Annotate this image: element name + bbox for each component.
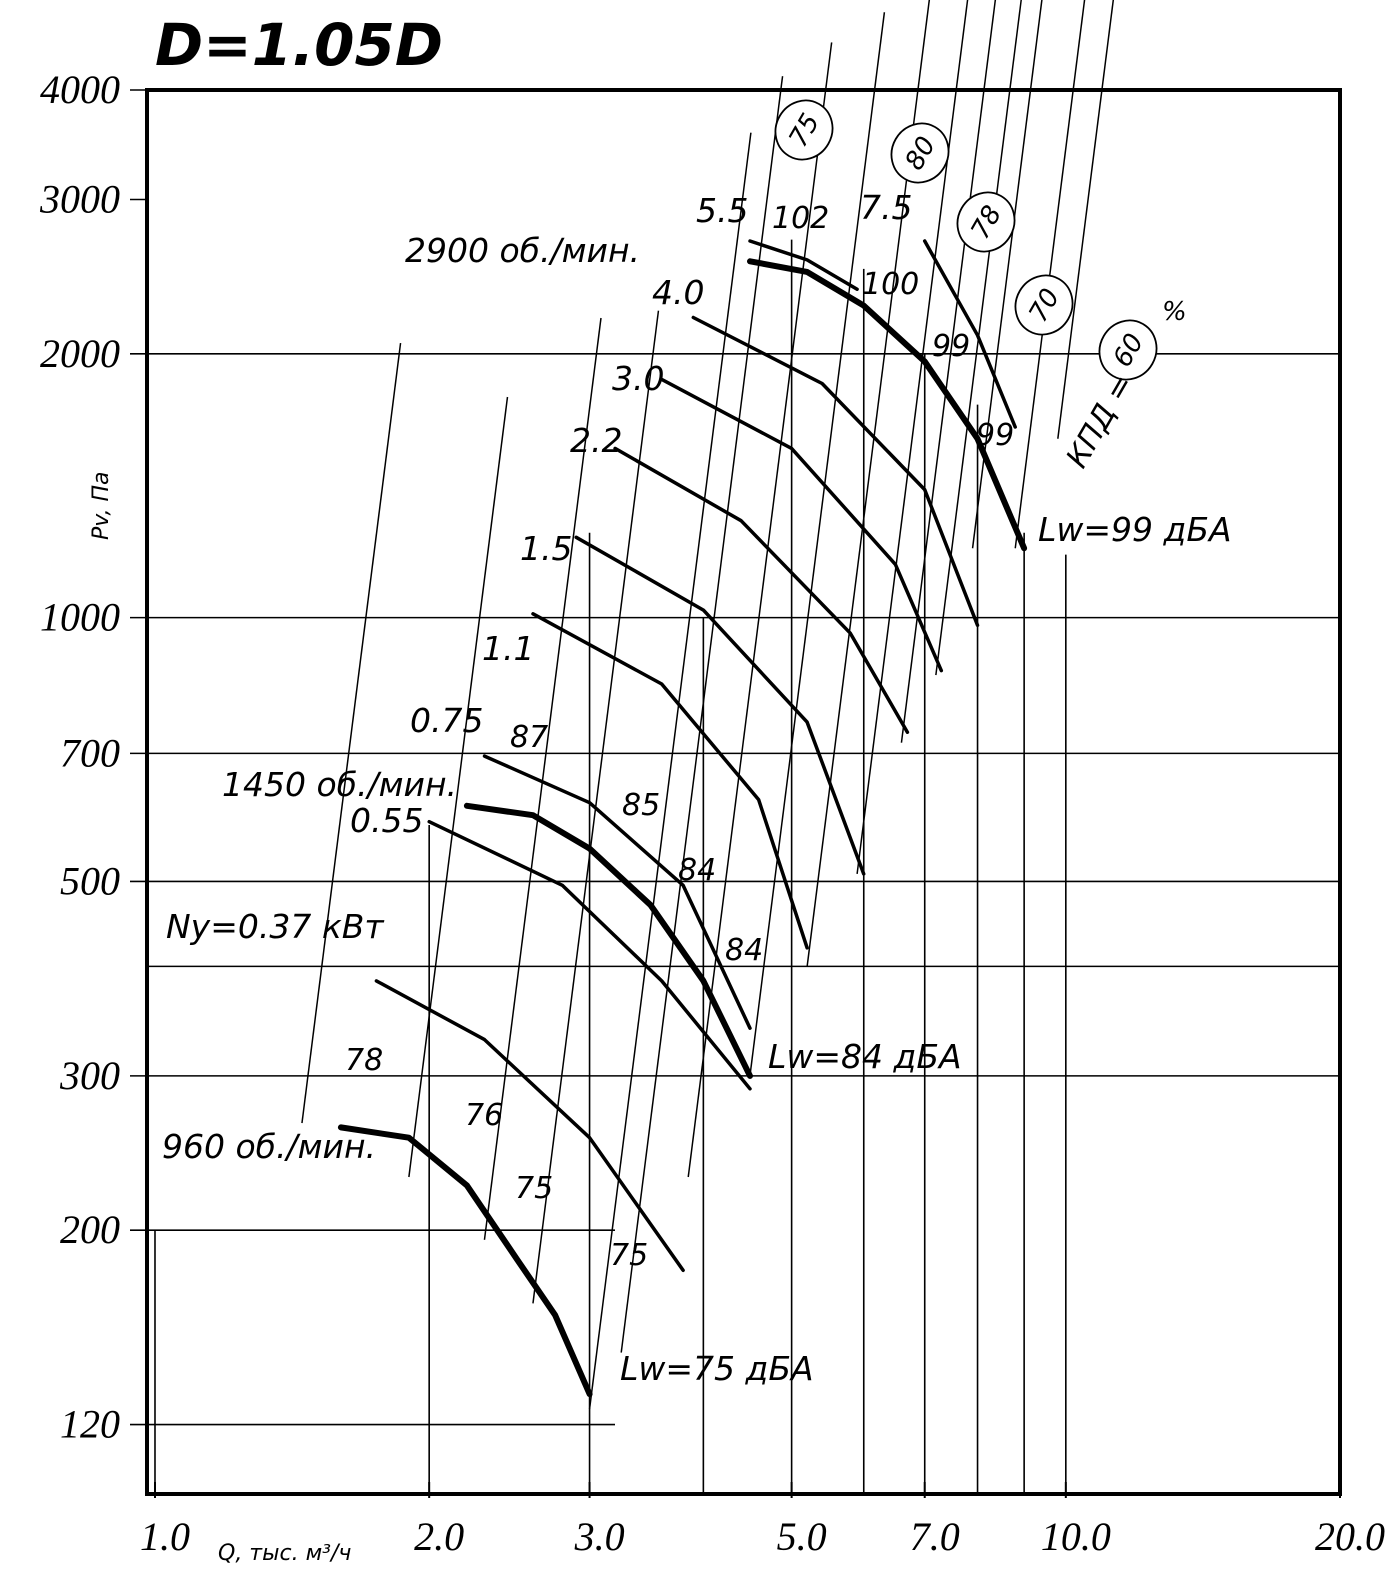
x-tick-label: 1.0 [140,1514,190,1559]
power-curve-label: 1.1 [482,629,534,668]
efficiency-title: КПД = [1060,368,1141,474]
efficiency-circle [1014,274,1074,336]
y-tick-label: 120 [60,1402,120,1447]
speed-curve-label: 1450 об./мин. [222,765,457,804]
power-curve-label: 2.2 [570,421,622,460]
y-tick-label: 1000 [40,595,120,640]
noise-value-960: 75 [610,1238,648,1273]
x-axis-label: Q, тыс. м³/ч [218,1541,351,1566]
diagonal-line [900,0,997,743]
diagonal-line [408,396,509,1178]
power-curve [613,446,910,734]
diagonal-line [301,342,402,1124]
speed-curve [747,258,1028,552]
speed-curve [463,802,753,1079]
power-curve [374,979,685,1273]
axis-ticks: 120 200 300 500 700 1000 2000 3000 4000 1.0 2.0 3.0… [39,67,1385,1559]
power-curve-label: 0.75 [410,701,483,740]
noise-value-1450: 84 [678,853,716,888]
efficiency-circle [774,99,834,161]
y-tick-label: 700 [60,730,120,775]
efficiency-marker: 80 [890,122,950,184]
noise-value-1450: 85 [622,788,660,823]
y-tick-label: 500 [60,858,120,903]
y-axis-label: Pv, Па [89,471,114,540]
efficiency-circle [956,191,1016,253]
curves [337,239,1028,1398]
efficiency-unit: % [1162,297,1187,327]
noise-value-960: 76 [465,1098,503,1133]
x-tick-label: 2.0 [414,1514,464,1559]
speed-curve [337,1124,593,1398]
efficiency-marker: 75 [774,99,834,161]
diagonal-line [806,0,931,967]
diagonal-lines [301,0,1115,1410]
noise-value-2900: 100 [862,267,919,302]
noise-value-2900: 99 [976,418,1014,453]
efficiency-circle [890,122,950,184]
efficiency-marker: 78 [956,191,1016,253]
y-tick-label: 2000 [40,331,120,376]
power-curve-label: 3.0 [612,359,664,398]
noise-level-label: Lw=75 дБА [620,1349,814,1388]
noise-value-1450: 84 [725,933,763,968]
power-curve-label: 1.5 [520,529,572,568]
noise-value-2900: 99 [932,329,970,364]
diagonal-line [749,12,886,1076]
efficiency-title-group: КПД = [1060,368,1141,474]
noise-value-960: 78 [345,1043,383,1078]
diagonal-line [620,76,784,1353]
noise-level-label: Lw=99 дБА [1038,510,1232,549]
chart-title: D=1.05D [155,11,443,79]
power-curve [748,239,859,291]
x-tick-label: 5.0 [777,1514,827,1559]
efficiency-marker: 70 [1014,274,1074,336]
x-tick-label: 7.0 [910,1514,960,1559]
diagonal-line [1014,0,1086,549]
power-curve [691,315,980,628]
diagonal-line [687,42,833,1178]
power-curve [574,535,866,876]
diagonal-line [483,317,602,1240]
x-tick-label: 10.0 [1041,1514,1111,1559]
power-curve-label: 5.5 [696,191,748,230]
noise-value-1450: 87 [510,720,548,755]
diagonal-line [1057,0,1115,439]
curve-labels: 960 об./мин. 1450 об./мин. 2900 об./мин. Ny… [162,99,1232,1388]
speed-curve-label: 2900 об./мин. [405,231,640,270]
power-curve [922,239,1017,429]
power-curve [659,377,944,673]
y-tick-label: 200 [60,1207,120,1252]
power-curve [531,612,809,950]
y-tick-label: 3000 [39,176,120,221]
y-tick-label: 300 [59,1053,120,1098]
power-curve-label: 4.0 [652,273,704,312]
noise-level-label: Lw=84 дБА [768,1037,962,1076]
diagonal-line [971,0,1043,549]
efficiency-marker: 60 [1098,319,1158,381]
x-tick-label: 20.0 [1315,1514,1385,1559]
noise-value-2900: 102 [772,201,829,236]
diagonal-line [588,132,752,1410]
power-curve [427,819,752,1091]
x-tick-label: 3.0 [574,1514,625,1559]
plot-frame [145,88,1342,1496]
efficiency-circle [1098,319,1158,381]
power-curve [482,754,752,1030]
power-curve-label: Ny=0.37 кВт [166,907,385,946]
power-curve-label: 7.5 [860,188,912,227]
speed-curve-label: 960 об./мин. [162,1127,376,1166]
noise-value-960: 75 [515,1171,553,1206]
y-tick-label: 4000 [40,67,120,112]
power-curve-label: 0.55 [350,801,423,840]
